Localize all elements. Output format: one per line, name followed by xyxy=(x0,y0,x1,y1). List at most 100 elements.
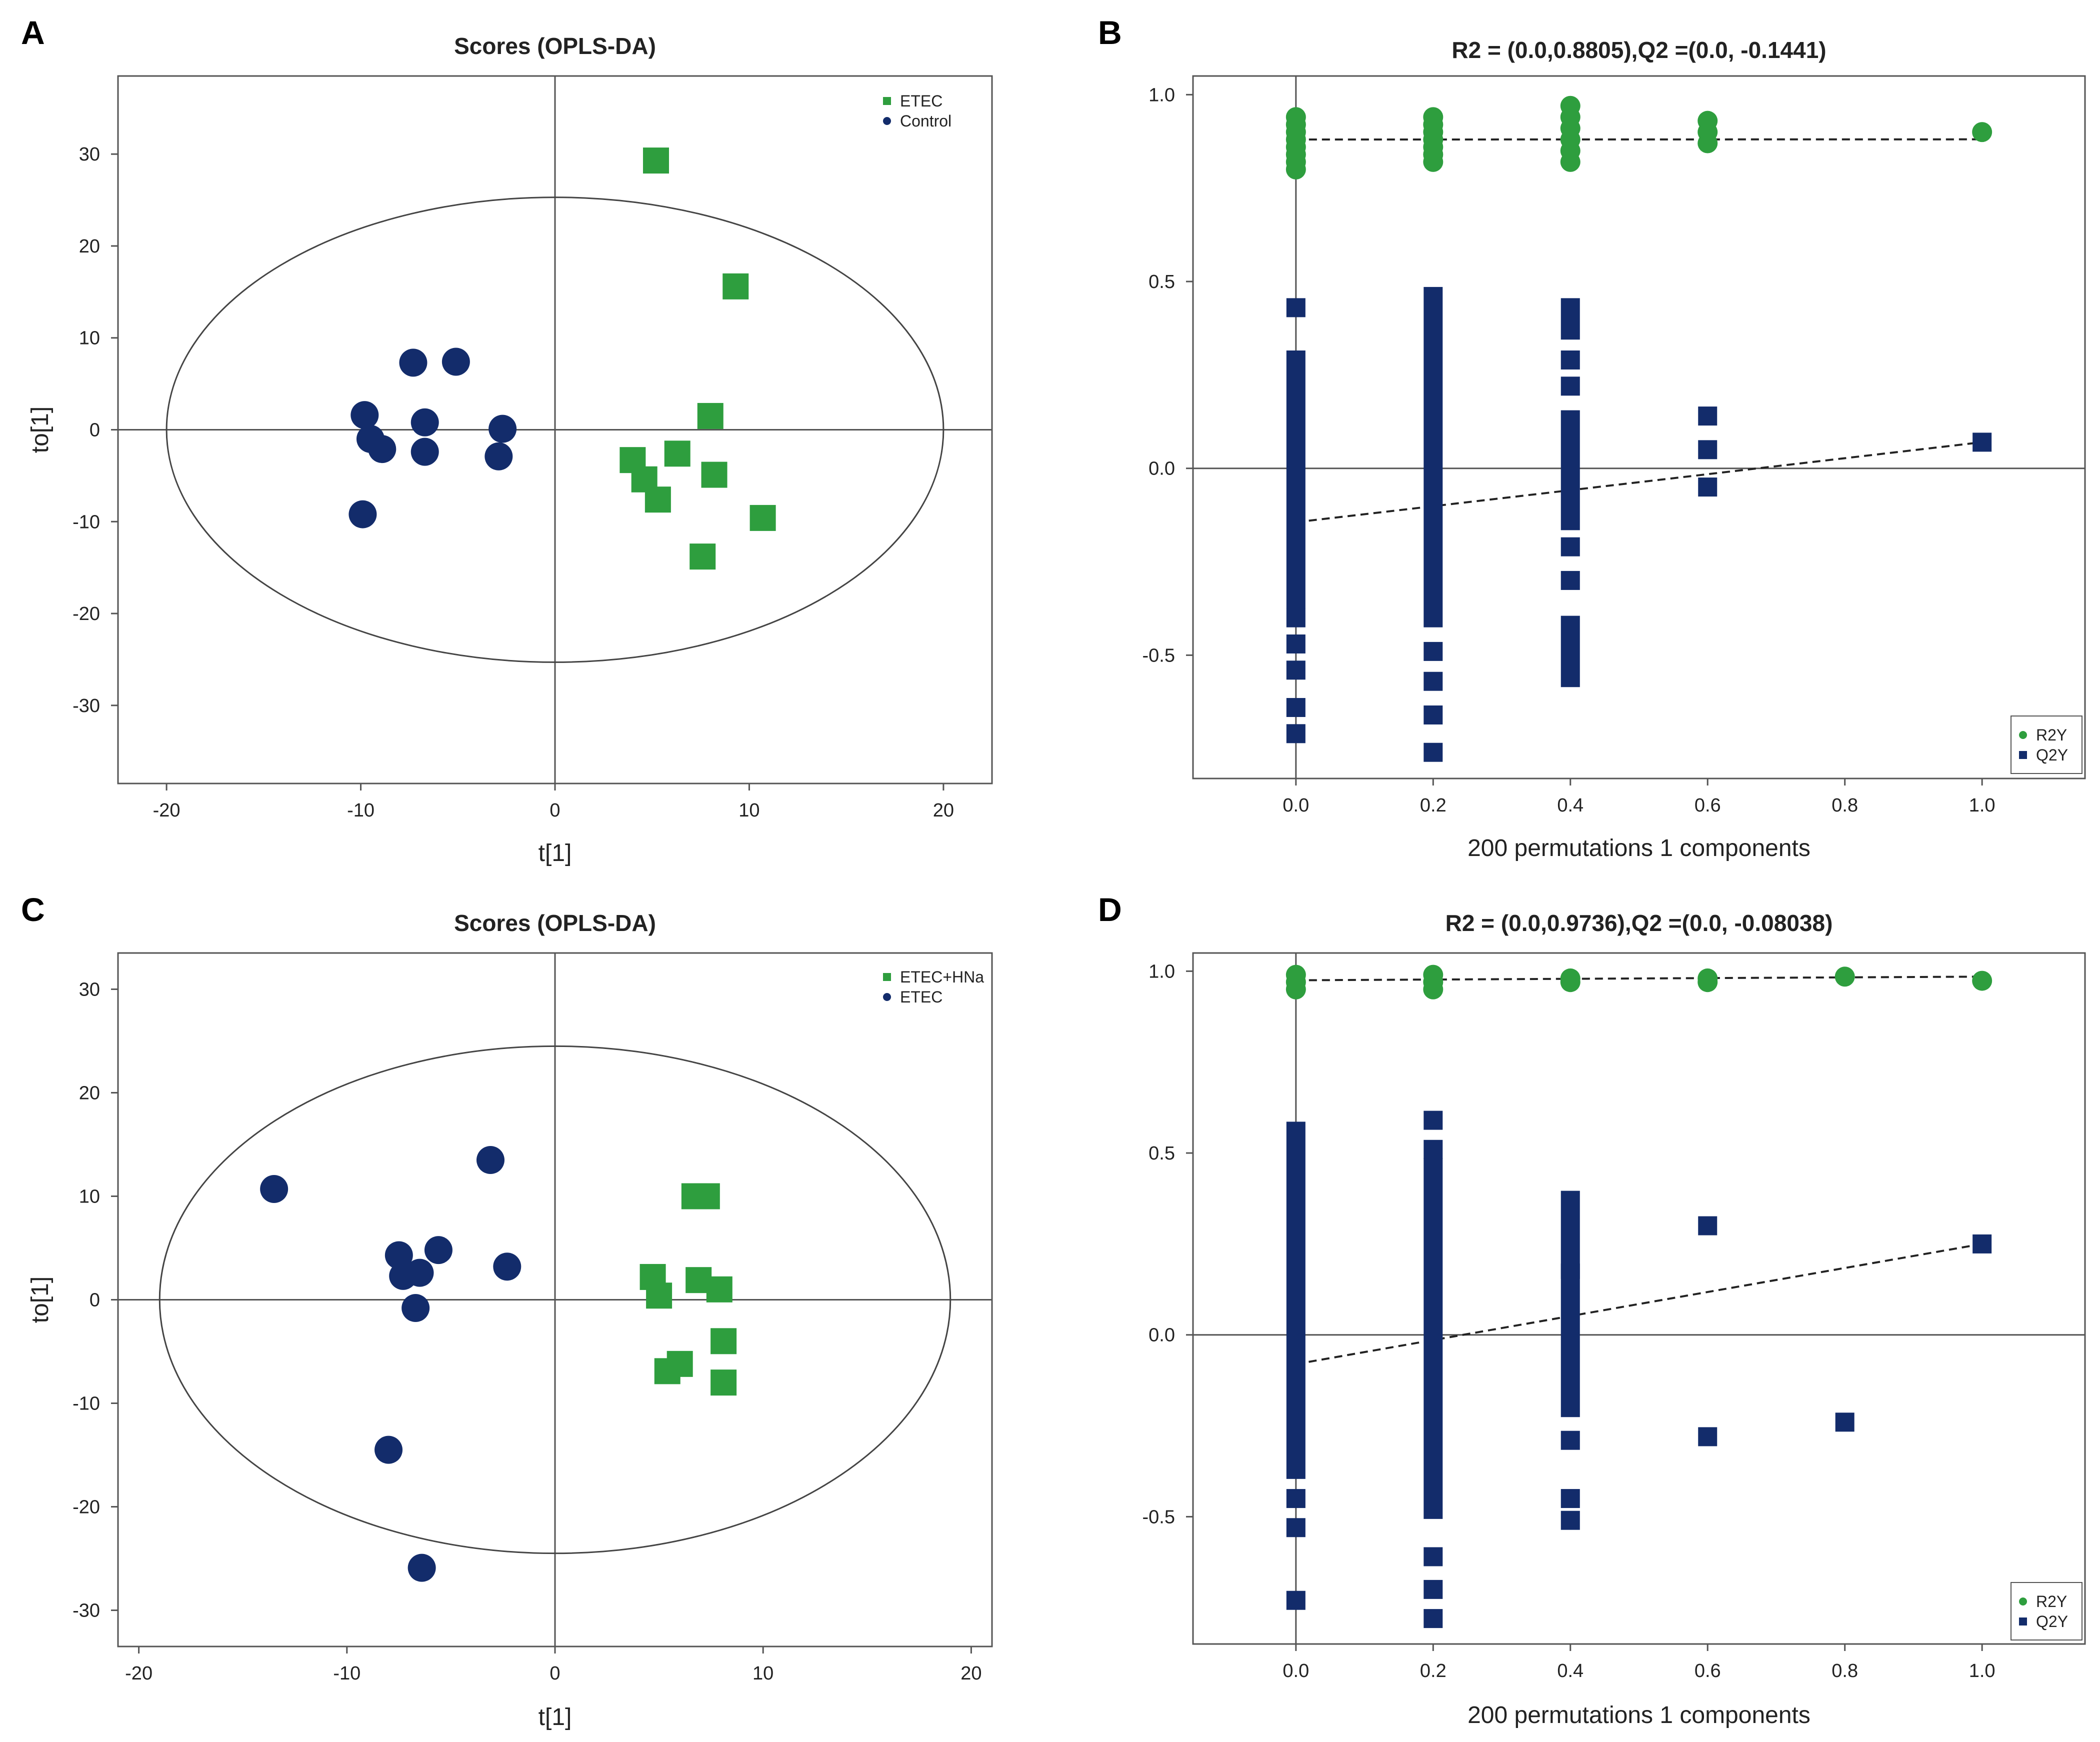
y-tick-label: -30 xyxy=(72,696,100,716)
data-point-q2y xyxy=(1424,705,1443,724)
data-point-etec-hna xyxy=(710,1328,737,1354)
data-point-r2y xyxy=(1286,979,1306,1000)
chart-a-scores: -20 -10 0 10 20 30 20 10 0 -10 -20 -30 Scores (OPLS-… xyxy=(27,33,993,866)
x-tick-label: 0.0 xyxy=(1282,795,1309,816)
y-tick-label: 1.0 xyxy=(1148,961,1175,982)
data-point-r2y xyxy=(1972,122,1992,142)
x-axis-label: t[1] xyxy=(538,1704,572,1730)
data-point-etec xyxy=(476,1146,504,1174)
data-point-q2y xyxy=(1698,406,1718,426)
legend-box xyxy=(2010,716,2082,774)
data-point-etec xyxy=(402,1294,430,1322)
legend-label: Q2Y xyxy=(2036,1612,2068,1630)
legend-marker xyxy=(2019,731,2027,739)
data-point-etec xyxy=(722,273,749,300)
x-tick-label: 0.6 xyxy=(1694,795,1721,816)
data-point-q2y xyxy=(1424,1580,1443,1599)
data-point-r2y xyxy=(1972,970,1992,991)
x-tick-label: -10 xyxy=(347,800,374,821)
plot-frame xyxy=(1192,75,2086,780)
chart-title: R2 = (0.0,0.8805),Q2 =(0.0, -0.1441) xyxy=(1452,37,1826,63)
legend: ETEC Control xyxy=(883,92,952,130)
legend-label: Control xyxy=(900,112,952,130)
data-point-q2y xyxy=(1698,1427,1718,1446)
data-point-q2y xyxy=(1698,440,1718,460)
x-axis-label: 200 permutations 1 components xyxy=(1468,1702,1810,1728)
x-tick-label: -10 xyxy=(333,1663,360,1684)
data-point-etec xyxy=(260,1174,288,1203)
x-tick-label: 10 xyxy=(752,1663,774,1684)
data-point-control xyxy=(350,401,379,430)
x-tick-label: 20 xyxy=(933,800,954,821)
chart-b-permutations: 0.0 0.2 0.4 0.6 0.8 1.0 1.0 0.5 0.0 -0.5 R2 = (0.0… xyxy=(1142,37,2086,862)
y-tick-label: 0.0 xyxy=(1148,458,1175,480)
legend-label: ETEC xyxy=(900,92,942,110)
legend-label: Q2Y xyxy=(2036,746,2068,764)
x-tick-label: 0.8 xyxy=(1832,795,1858,816)
data-point-control xyxy=(348,500,377,528)
x-tick-label: 20 xyxy=(960,1663,982,1684)
legend-label: ETEC xyxy=(900,988,942,1006)
data-point-q2y xyxy=(1835,1412,1854,1432)
marker-stack-q2y xyxy=(1560,410,1580,530)
legend-marker xyxy=(2019,1618,2027,1626)
y-tick-label: 30 xyxy=(79,144,100,165)
data-point-control xyxy=(410,408,439,436)
data-point-r2y xyxy=(1286,159,1306,180)
hotelling-ellipse xyxy=(158,1045,952,1554)
marker-stack-q2y xyxy=(1286,350,1306,609)
marker-stack-q2y xyxy=(1424,1158,1443,1519)
data-point-etec xyxy=(374,1436,403,1464)
data-point-q2y xyxy=(1560,1430,1580,1450)
data-point-q2y xyxy=(1286,724,1306,744)
x-tick-label: 0.4 xyxy=(1557,795,1584,816)
y-tick-label: 0.5 xyxy=(1148,1143,1175,1164)
y-tick-label: -10 xyxy=(72,1394,100,1414)
data-point-q2y xyxy=(1972,432,1992,452)
data-point-q2y xyxy=(1560,376,1580,396)
data-point-etec xyxy=(644,486,671,513)
y-tick-label: 30 xyxy=(79,979,100,1000)
panel-letter-b: B xyxy=(1098,14,1122,51)
legend-marker xyxy=(883,97,891,105)
y-tick-label: -30 xyxy=(72,1600,100,1622)
chart-title: R2 = (0.0,0.9736),Q2 =(0.0, -0.08038) xyxy=(1446,910,1833,936)
data-point-etec xyxy=(493,1252,522,1281)
data-point-etec-hna xyxy=(710,1370,737,1396)
y-tick-label: -20 xyxy=(72,1497,100,1518)
y-tick-label: 20 xyxy=(79,236,100,257)
data-point-q2y xyxy=(1560,570,1580,590)
legend-label: R2Y xyxy=(2036,726,2067,744)
data-point-r2y xyxy=(1423,979,1444,1000)
data-point-q2y xyxy=(1560,537,1580,556)
y-tick-label: 10 xyxy=(79,328,100,349)
data-point-q2y xyxy=(1424,1110,1443,1130)
y-tick-label: 10 xyxy=(79,1186,100,1207)
data-point-r2y xyxy=(1834,966,1855,987)
data-point-etec xyxy=(701,462,728,488)
data-point-r2y xyxy=(1698,972,1718,992)
data-point-etec xyxy=(697,402,724,429)
y-tick-label: -10 xyxy=(72,512,100,532)
data-point-r2y xyxy=(1560,152,1580,172)
x-tick-label: -20 xyxy=(125,1663,152,1684)
chart-title: Scores (OPLS-DA) xyxy=(454,910,656,936)
legend-label: ETEC+HNa xyxy=(900,968,984,986)
legend-marker xyxy=(2019,1598,2027,1606)
data-point-q2y xyxy=(1698,478,1718,497)
panel-letter-a: A xyxy=(21,14,45,51)
data-point-etec xyxy=(664,440,690,467)
x-tick-label: 0.2 xyxy=(1420,1660,1446,1682)
data-point-q2y xyxy=(1972,1234,1992,1254)
y-tick-label: -0.5 xyxy=(1142,645,1175,666)
y-tick-label: 1.0 xyxy=(1148,84,1175,106)
legend: ETEC+HNa ETEC xyxy=(883,968,984,1006)
data-point-q2y xyxy=(1286,1518,1306,1538)
y-tick-label: -0.5 xyxy=(1142,1506,1175,1528)
data-point-q2y xyxy=(1698,1216,1718,1236)
data-point-control xyxy=(484,442,513,470)
y-axis-label: to[1] xyxy=(27,406,54,453)
data-point-q2y xyxy=(1286,298,1306,318)
marker-stack-q2y xyxy=(1286,1122,1306,1479)
x-tick-label: 10 xyxy=(738,800,760,821)
